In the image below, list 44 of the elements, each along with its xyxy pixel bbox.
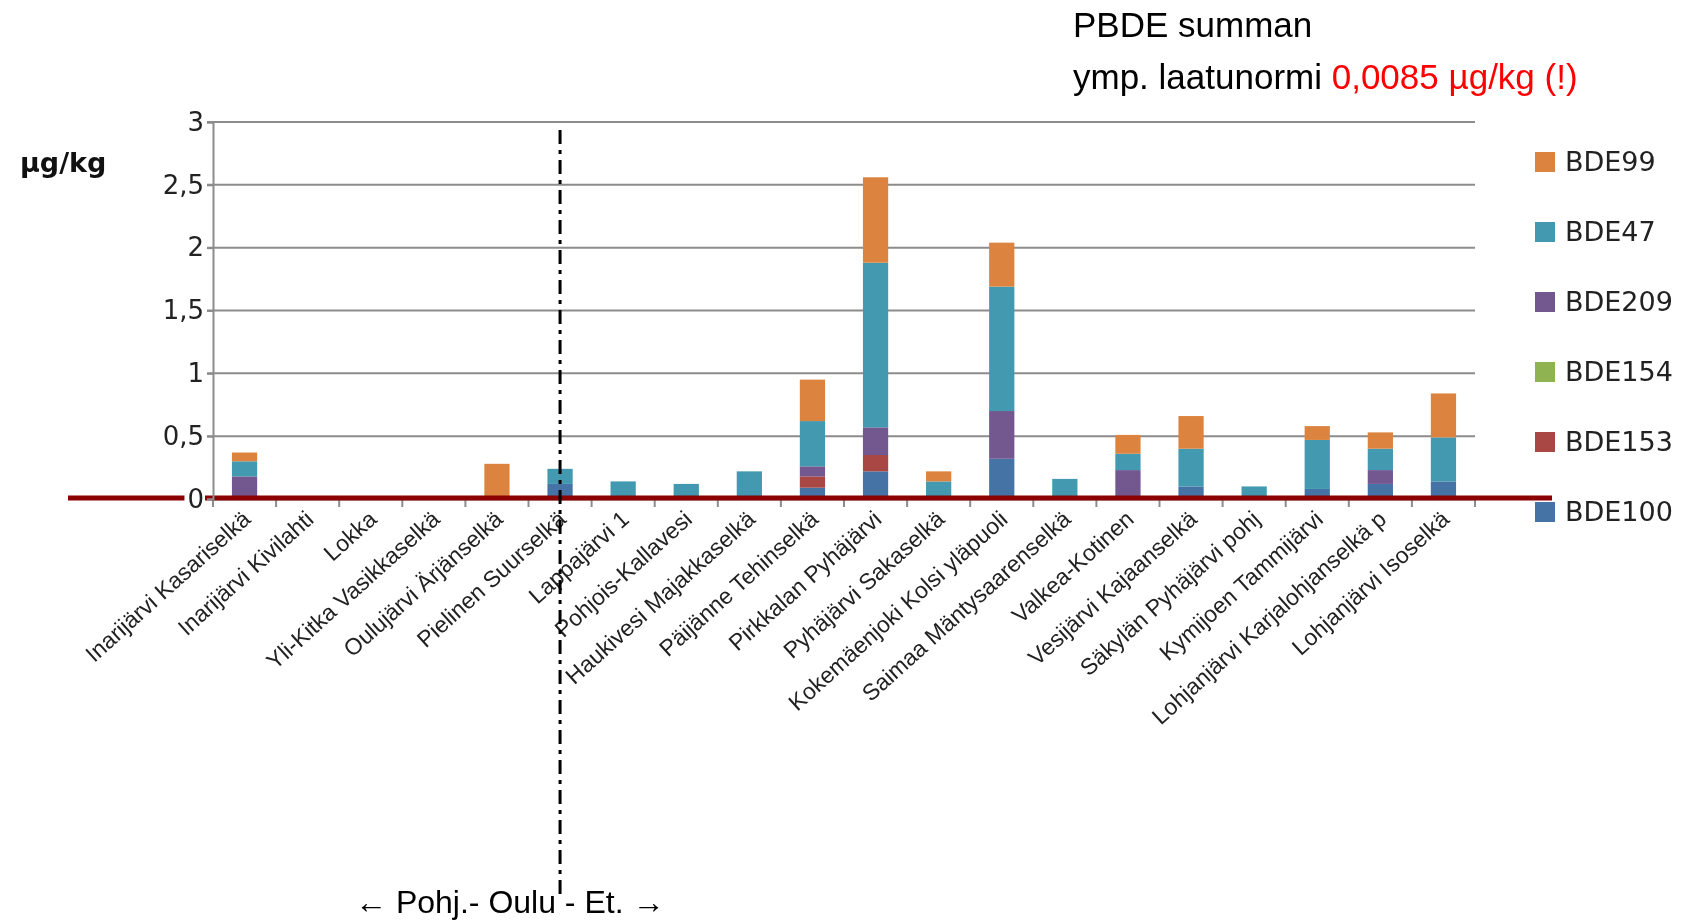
bar (1430, 437, 1457, 482)
bar (1304, 426, 1330, 440)
bar (862, 177, 889, 263)
bar (799, 476, 826, 488)
legend-label: BDE99 (1565, 146, 1656, 178)
bar (989, 411, 1015, 459)
legend-label: BDE209 (1565, 286, 1673, 318)
bar (1115, 434, 1141, 454)
bar (799, 421, 826, 467)
y-tick-label: 2,5 (162, 169, 204, 200)
legend-label: BDE153 (1565, 426, 1673, 458)
bar (989, 242, 1015, 287)
bar (862, 455, 889, 472)
text: 0,0085 µg/kg (!) (1331, 57, 1578, 96)
bar (231, 452, 258, 462)
bar (231, 461, 258, 477)
bar (926, 471, 952, 482)
bar (1304, 439, 1330, 489)
bar (1178, 416, 1204, 449)
y-tick-label: 0 (187, 483, 204, 514)
bar (1367, 432, 1393, 449)
bar (862, 427, 889, 456)
bar (1115, 453, 1141, 471)
bar (547, 468, 573, 484)
text: PBDE summan (1073, 5, 1313, 44)
bar (799, 379, 826, 422)
text: ← Pohj.- Oulu - Et. → (355, 884, 665, 920)
bar (989, 286, 1015, 412)
legend-label: BDE100 (1565, 496, 1673, 528)
bar (1367, 470, 1393, 484)
legend-label: BDE154 (1565, 356, 1673, 388)
y-tick-label: 0,5 (162, 420, 204, 451)
y-tick-label: 2 (187, 232, 204, 263)
legend-label: BDE47 (1565, 216, 1656, 248)
y-tick-label: 1 (187, 358, 204, 389)
bar (862, 262, 889, 428)
text: ymp. laatunormi (1073, 57, 1332, 96)
bar (1367, 448, 1393, 471)
y-axis-title: µg/kg (20, 147, 107, 178)
bar (1178, 448, 1204, 487)
y-tick-label: 3 (187, 106, 204, 137)
bar (1430, 393, 1457, 438)
y-tick-label: 1,5 (162, 295, 204, 326)
bar (799, 466, 826, 477)
